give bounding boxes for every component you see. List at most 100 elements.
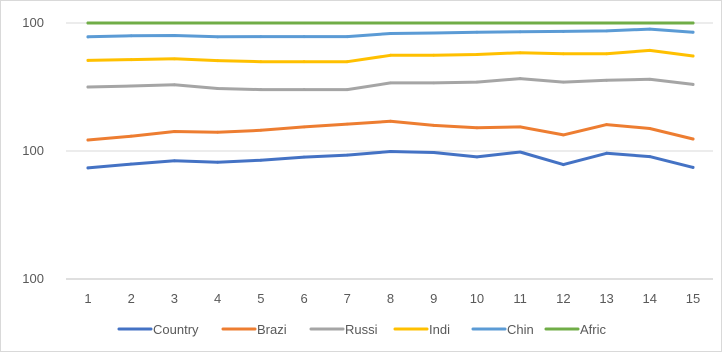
x-tick-label: 11 xyxy=(513,291,527,306)
legend-item-chin: Chin xyxy=(471,322,534,337)
data-point xyxy=(475,80,479,84)
data-point xyxy=(216,35,220,39)
data-point xyxy=(605,123,609,127)
data-point xyxy=(518,21,522,25)
data-point xyxy=(389,31,392,35)
data-point xyxy=(432,21,436,25)
data-point xyxy=(691,82,695,86)
legend-label: Country xyxy=(153,322,199,337)
data-point xyxy=(302,155,306,159)
data-point xyxy=(561,21,565,25)
data-point xyxy=(518,150,522,154)
data-point xyxy=(561,52,565,56)
data-point xyxy=(302,35,306,39)
data-point xyxy=(345,35,349,39)
legend-label: Indi xyxy=(429,322,450,337)
legend-label: Chin xyxy=(507,322,534,337)
data-point xyxy=(605,78,609,82)
data-point xyxy=(605,29,609,33)
data-point xyxy=(432,81,436,85)
data-point xyxy=(561,163,565,167)
data-point xyxy=(86,138,90,142)
data-point xyxy=(172,21,176,25)
data-point xyxy=(345,122,349,126)
data-point xyxy=(432,31,436,35)
data-point xyxy=(345,21,349,25)
legend-item-country: Country xyxy=(117,322,199,337)
data-point xyxy=(518,77,522,81)
data-point xyxy=(129,34,133,38)
series-line xyxy=(86,119,695,142)
data-point xyxy=(475,126,479,130)
data-point xyxy=(648,77,652,81)
data-point xyxy=(129,134,133,138)
data-point xyxy=(605,52,609,56)
data-point xyxy=(561,29,565,33)
data-point xyxy=(129,21,133,25)
data-point xyxy=(216,130,220,134)
data-point xyxy=(389,53,392,57)
legend: Country Brazi Russi Indi Chin Afric xyxy=(117,322,607,337)
data-point xyxy=(345,153,349,157)
x-tick-label: 6 xyxy=(300,291,307,306)
data-point xyxy=(129,84,133,88)
data-point xyxy=(691,21,695,25)
data-point xyxy=(561,133,565,137)
data-point xyxy=(389,21,392,25)
legend-item-russi: Russi xyxy=(309,322,378,337)
legend-label: Afric xyxy=(580,322,607,337)
legend-item-indi: Indi xyxy=(393,322,450,337)
data-point xyxy=(302,88,306,92)
legend-item-afric: Afric xyxy=(544,322,607,337)
data-point xyxy=(172,159,176,163)
data-point xyxy=(86,21,90,25)
data-point xyxy=(129,162,133,166)
data-point xyxy=(605,21,609,25)
data-point xyxy=(432,123,436,127)
data-point xyxy=(302,21,306,25)
data-point xyxy=(389,150,392,154)
data-point xyxy=(605,151,609,155)
x-tick-label: 2 xyxy=(128,291,135,306)
data-point xyxy=(389,81,392,85)
series-line xyxy=(86,150,695,170)
x-tick-label: 13 xyxy=(599,291,613,306)
data-point xyxy=(216,59,220,63)
data-point xyxy=(172,34,176,38)
data-point xyxy=(259,35,263,39)
data-point xyxy=(518,51,522,55)
data-point xyxy=(691,165,695,169)
series-afric xyxy=(86,21,695,25)
data-point xyxy=(259,21,263,25)
data-point xyxy=(259,88,263,92)
data-point xyxy=(475,52,479,56)
series-country xyxy=(86,150,695,170)
data-point xyxy=(302,125,306,129)
data-point xyxy=(172,83,176,87)
y-tick-label: 100 xyxy=(22,143,44,158)
x-tick-label: 8 xyxy=(387,291,394,306)
series-russi xyxy=(86,77,695,92)
data-point xyxy=(475,30,479,34)
data-point xyxy=(691,30,695,34)
x-tick-label: 9 xyxy=(430,291,437,306)
data-point xyxy=(86,85,90,89)
data-point xyxy=(648,155,652,159)
data-point xyxy=(691,54,695,58)
series-brazi xyxy=(86,119,695,142)
legend-label: Brazi xyxy=(257,322,287,337)
data-point xyxy=(86,166,90,170)
data-point xyxy=(648,21,652,25)
data-point xyxy=(259,60,263,64)
x-tick-label: 7 xyxy=(344,291,351,306)
data-point xyxy=(172,130,176,134)
series-indi xyxy=(86,48,695,64)
x-tick-label: 1 xyxy=(84,291,91,306)
data-point xyxy=(432,151,436,155)
legend-item-brazi: Brazi xyxy=(221,322,287,337)
data-point xyxy=(432,53,436,57)
x-tick-label: 3 xyxy=(171,291,178,306)
x-tick-label: 15 xyxy=(686,291,700,306)
data-point xyxy=(648,27,652,31)
